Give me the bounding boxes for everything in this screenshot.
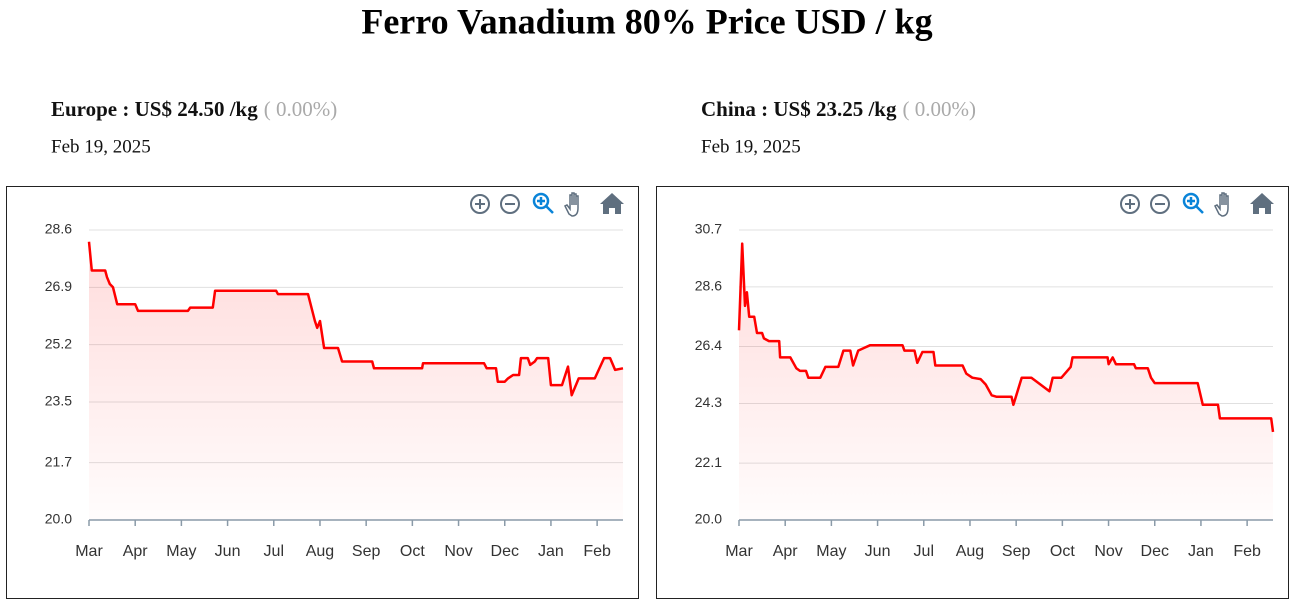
- icon: [1213, 192, 1229, 217]
- price-change: ( 0.00%): [902, 97, 975, 121]
- y-tick-label: 28.6: [695, 278, 722, 294]
- x-tick-label: Feb: [583, 543, 611, 560]
- icon: [1125, 199, 1135, 209]
- x-tick-label: Sep: [1002, 543, 1031, 560]
- price-date: Feb 19, 2025: [701, 136, 801, 157]
- price-label: China : US$ 23.25 /kg: [701, 97, 897, 121]
- x-tick-label: Aug: [306, 543, 334, 560]
- price-heading: China : US$ 23.25 /kg( 0.00%): [701, 97, 976, 121]
- icon: [537, 197, 554, 214]
- zoom-out-button[interactable]: [500, 194, 520, 214]
- x-tick-label: Dec: [491, 543, 519, 560]
- icon: [1150, 194, 1170, 214]
- price-change: ( 0.00%): [264, 97, 337, 121]
- x-tick-label: Aug: [956, 543, 984, 560]
- chart-frame: [6, 186, 639, 599]
- icon: [1250, 193, 1274, 214]
- zoom-in-button[interactable]: [1120, 194, 1140, 214]
- x-tick-label: May: [816, 543, 846, 560]
- x-tick-label: Jun: [215, 543, 241, 560]
- y-tick-label: 20.0: [695, 511, 722, 527]
- y-tick-label: 25.2: [45, 335, 72, 351]
- x-tick-label: Jun: [865, 543, 891, 560]
- x-tick-label: Jan: [538, 543, 564, 560]
- icon: [500, 194, 520, 214]
- line: [87, 241, 624, 397]
- x-tick-label: Jul: [914, 543, 934, 560]
- line: [737, 242, 1275, 433]
- x-tick-label: Oct: [400, 543, 425, 560]
- toolbar: [470, 192, 624, 217]
- x-tick-label: Apr: [123, 543, 149, 560]
- x-tick-label: Apr: [773, 543, 799, 560]
- x-tick-label: Sep: [352, 543, 381, 560]
- toolbar: [1120, 192, 1274, 217]
- x-tick-label: Nov: [1094, 543, 1122, 560]
- zoom-out-button[interactable]: [1150, 194, 1170, 214]
- area: [739, 243, 1273, 520]
- icon: [475, 199, 485, 209]
- x-tick-label: Dec: [1141, 543, 1169, 560]
- y-tick-label: 26.9: [45, 278, 72, 294]
- x-tick-label: Feb: [1233, 543, 1261, 560]
- x-tick-label: Oct: [1050, 543, 1075, 560]
- icon: [1187, 197, 1204, 214]
- y-tick-label: 23.5: [45, 393, 72, 409]
- price-heading: Europe : US$ 24.50 /kg( 0.00%): [51, 97, 337, 121]
- x-tick-label: Nov: [444, 543, 472, 560]
- y-tick-label: 26.4: [695, 337, 722, 353]
- y-tick-label: 21.7: [45, 453, 72, 469]
- x-tick-label: Jul: [264, 543, 284, 560]
- x-tick-label: Mar: [75, 543, 103, 560]
- selection-zoom-button[interactable]: [532, 192, 554, 214]
- icon: [1120, 194, 1140, 214]
- icon: [563, 192, 579, 217]
- y-tick-label: 30.7: [695, 221, 722, 237]
- y-tick-label: 22.1: [695, 454, 722, 470]
- chart-frame: [656, 186, 1289, 599]
- icon: [1182, 192, 1200, 210]
- reset-button[interactable]: [1250, 193, 1274, 214]
- y-tick-label: 24.3: [695, 394, 722, 410]
- reset-button[interactable]: [600, 193, 624, 214]
- pan-button[interactable]: [563, 192, 579, 217]
- price-label: Europe : US$ 24.50 /kg: [51, 97, 258, 121]
- area: [89, 241, 623, 521]
- selection-zoom-button[interactable]: [1182, 192, 1204, 214]
- icon: [532, 192, 550, 210]
- x-tick-label: Jan: [1188, 543, 1214, 560]
- x-tick-label: Mar: [725, 543, 753, 560]
- page-title: Ferro Vanadium 80% Price USD / kg: [361, 1, 932, 41]
- price-date: Feb 19, 2025: [51, 136, 151, 157]
- pan-button[interactable]: [1213, 192, 1229, 217]
- zoom-in-button[interactable]: [470, 194, 490, 214]
- x-tick-label: May: [166, 543, 196, 560]
- y-tick-label: 28.6: [45, 221, 72, 237]
- y-tick-label: 20.0: [45, 511, 72, 527]
- icon: [600, 193, 624, 214]
- icon: [470, 194, 490, 214]
